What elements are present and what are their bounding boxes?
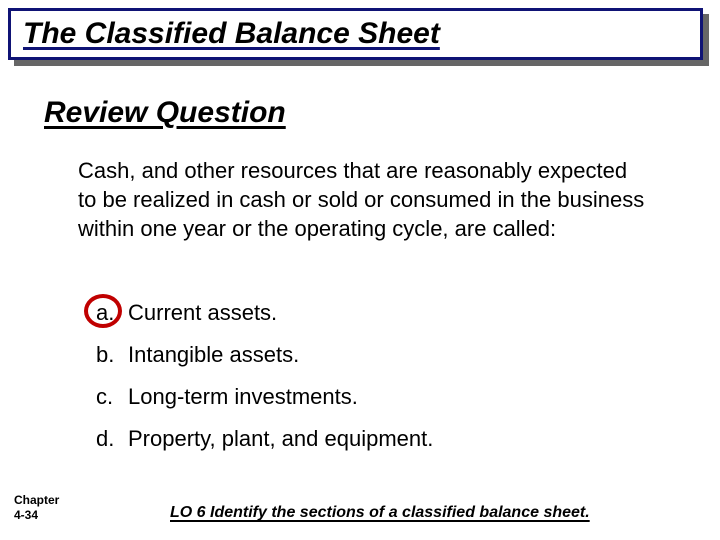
option-text: Property, plant, and equipment. <box>128 426 433 452</box>
option-text: Current assets. <box>128 300 277 326</box>
section-subtitle: Review Question <box>44 96 286 130</box>
option-text: Intangible assets. <box>128 342 299 368</box>
learning-objective: LO 6 Identify the sections of a classifi… <box>170 504 590 522</box>
option-letter: c. <box>96 384 128 410</box>
chapter-label-line2: 4-34 <box>14 508 38 522</box>
title-box: The Classified Balance Sheet <box>8 8 703 60</box>
option-letter: a. <box>96 300 128 326</box>
chapter-label-line1: Chapter <box>14 493 59 507</box>
title-bar: The Classified Balance Sheet <box>8 8 712 68</box>
option-a: a. Current assets. <box>96 300 433 326</box>
option-c: c. Long-term investments. <box>96 384 433 410</box>
option-text: Long-term investments. <box>128 384 358 410</box>
option-d: d. Property, plant, and equipment. <box>96 426 433 452</box>
question-text: Cash, and other resources that are reaso… <box>78 156 648 243</box>
option-letter: b. <box>96 342 128 368</box>
slide-title: The Classified Balance Sheet <box>23 17 440 51</box>
chapter-label: Chapter 4-34 <box>14 493 59 522</box>
answer-options: a. Current assets. b. Intangible assets.… <box>96 300 433 468</box>
option-b: b. Intangible assets. <box>96 342 433 368</box>
option-letter: d. <box>96 426 128 452</box>
